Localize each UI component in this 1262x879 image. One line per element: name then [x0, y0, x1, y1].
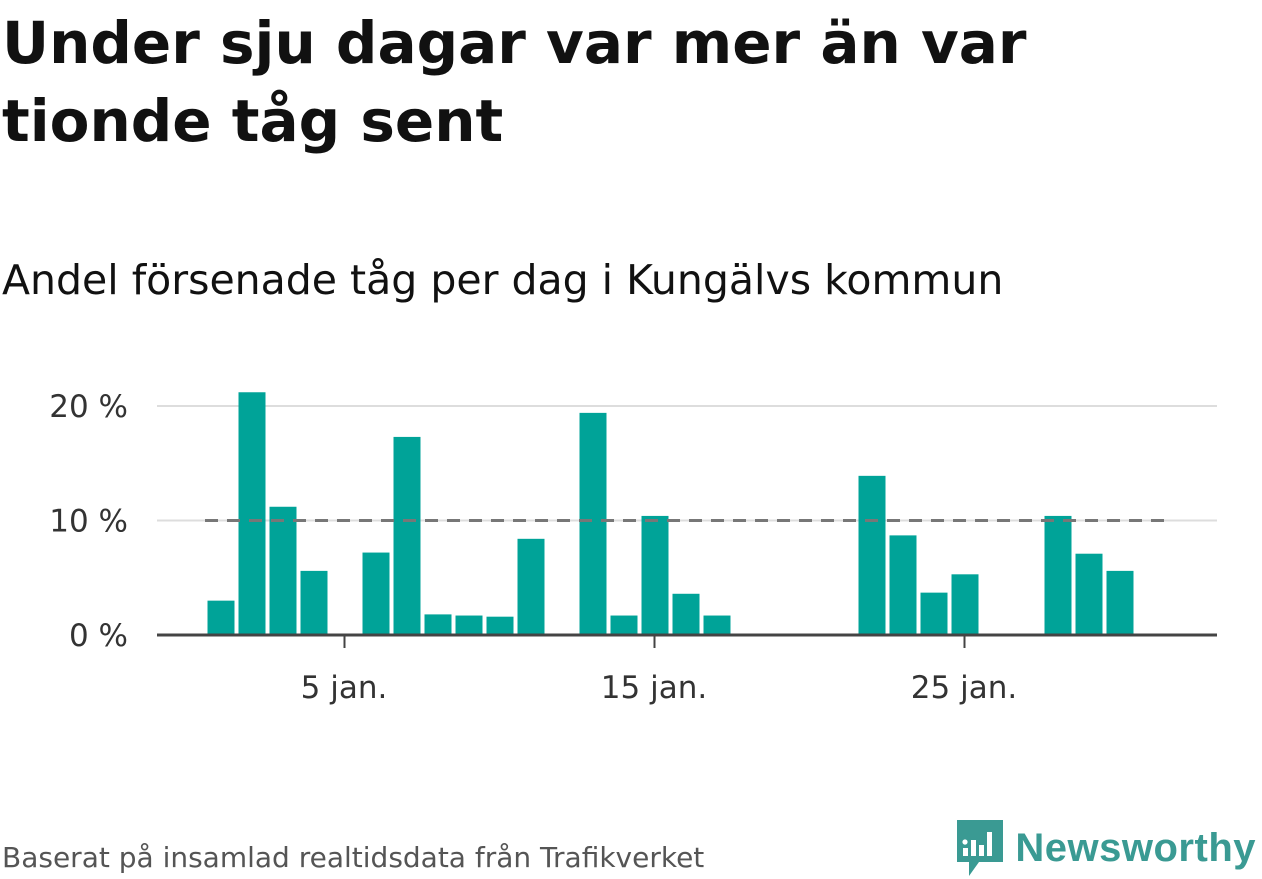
tick-labels: 0 % 10 % 20 % 5 jan. 15 jan. 25 jan. [49, 389, 1017, 706]
axes [157, 633, 1217, 648]
bar-chart: 0 % 10 % 20 % 5 jan. 15 jan. 25 jan. [49, 389, 1217, 706]
bar-day-15 [641, 515, 669, 635]
bar-day-14 [610, 615, 638, 635]
newsworthy-chart-bubble-icon [957, 820, 1004, 876]
bar-day-11 [517, 538, 545, 635]
x-tick-label: 5 jan. [301, 670, 388, 706]
bar-day-23 [889, 535, 917, 635]
bar-day-25 [951, 574, 979, 635]
newsworthy-logo: Newsworthy [955, 818, 1256, 878]
bar-day-6 [362, 552, 390, 635]
bar-day-3 [269, 506, 297, 635]
bar-day-22 [858, 475, 886, 635]
bar-day-28 [1044, 515, 1072, 635]
bars [207, 392, 1134, 635]
bar-day-4 [300, 570, 328, 635]
bar-day-8 [424, 614, 452, 635]
bar-day-9 [455, 615, 483, 635]
bar-day-29 [1075, 553, 1103, 635]
bar-day-30 [1106, 570, 1134, 635]
y-tick-label: 10 % [49, 504, 128, 540]
bar-day-7 [393, 436, 421, 635]
bar-day-1 [207, 600, 235, 635]
bar-day-10 [486, 616, 514, 635]
source-note: Baserat på insamlad realtidsdata från Tr… [2, 841, 705, 874]
logo-text: Newsworthy [1015, 825, 1256, 870]
grid-lines [157, 405, 1217, 522]
chart-title: Under sju dagar var mer än var tionde tå… [2, 9, 1027, 155]
y-tick-label: 0 % [69, 618, 128, 654]
chart-subtitle: Andel försenade tåg per dag i Kungälvs k… [2, 256, 1004, 304]
bar-day-16 [672, 593, 700, 635]
bar-day-24 [920, 592, 948, 635]
bar-day-13 [579, 412, 607, 635]
bar-day-17 [703, 615, 731, 635]
bar-day-2 [238, 392, 266, 635]
x-tick-label: 15 jan. [601, 670, 707, 706]
x-tick-label: 25 jan. [911, 670, 1017, 706]
y-tick-label: 20 % [49, 389, 128, 425]
